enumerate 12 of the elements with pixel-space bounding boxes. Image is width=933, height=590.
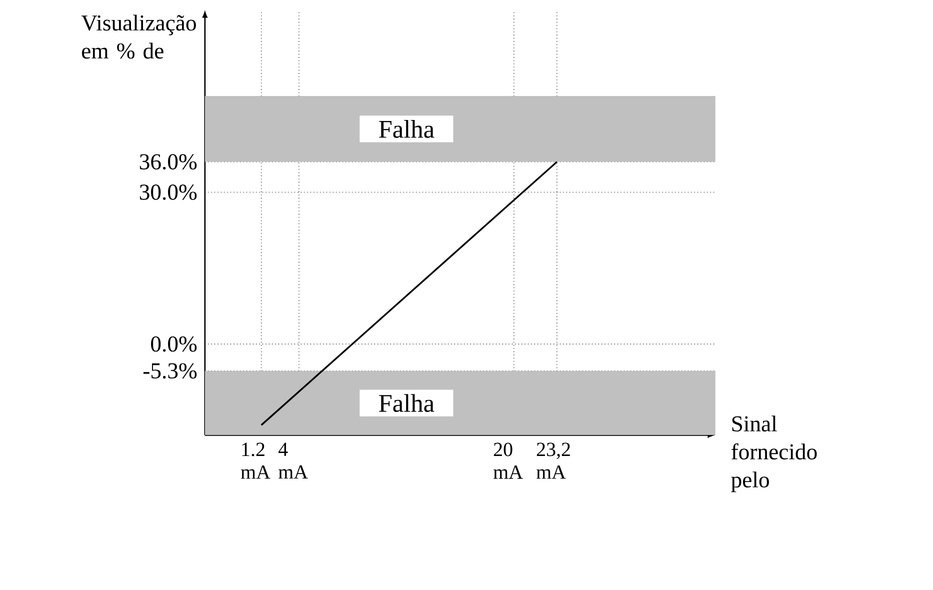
y-tick-label: 30.0% (140, 184, 197, 200)
x-tick-label: 23,2 mA (536, 442, 570, 479)
y-tick-label: 36.0% (140, 154, 197, 170)
band-label: Falha (379, 120, 434, 138)
x-axis-title: Sinal fornecido pelo (731, 416, 817, 492)
x-tick-label: 20 mA (493, 442, 523, 479)
y-tick-label: 0.0% (151, 336, 197, 352)
x-tick-label: 4 mA (278, 442, 308, 479)
y-tick-label: -5.3% (143, 363, 197, 379)
x-tick-label: 1.2 mA (240, 442, 270, 479)
y-axis-title: Visualização em % de (81, 14, 196, 59)
band-label: Falha (379, 394, 434, 412)
